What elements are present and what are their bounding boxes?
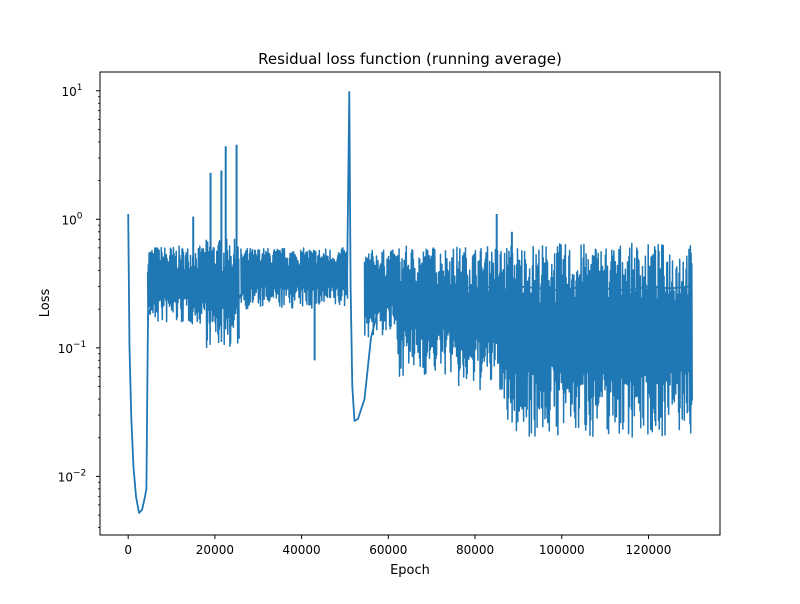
series-oscillation-band	[500, 242, 693, 438]
x-tick-label: 0	[124, 543, 132, 557]
x-axis: 0 20000 40000 60000 80000 100000 120000	[124, 535, 671, 557]
x-tick-label: 40000	[283, 543, 321, 557]
plot-area	[99, 71, 721, 536]
series-oscillation-band	[363, 249, 398, 338]
x-tick-label: 80000	[456, 543, 494, 557]
series-oscillation-band	[396, 245, 454, 377]
x-axis-label: Epoch	[390, 563, 430, 578]
y-tick-label: 10−1	[58, 340, 87, 356]
x-tick-label: 120000	[626, 543, 672, 557]
chart-title: Residual loss function (running average)	[258, 50, 562, 68]
x-tick-label: 20000	[196, 543, 234, 557]
x-tick-label: 60000	[369, 543, 407, 557]
y-tick-label: 101	[61, 83, 82, 99]
y-axis: 10−2 10−1 100 101	[58, 83, 100, 528]
x-tick-label: 100000	[539, 543, 585, 557]
series-oscillation-band	[146, 245, 208, 325]
data-layer	[127, 91, 693, 514]
y-axis-label: Loss	[38, 289, 53, 318]
series-line	[127, 91, 692, 514]
y-tick-label: 100	[61, 211, 82, 227]
y-tick-label: 10−2	[58, 468, 87, 484]
series-oscillation-band	[452, 246, 502, 391]
axes-frame	[99, 71, 721, 536]
